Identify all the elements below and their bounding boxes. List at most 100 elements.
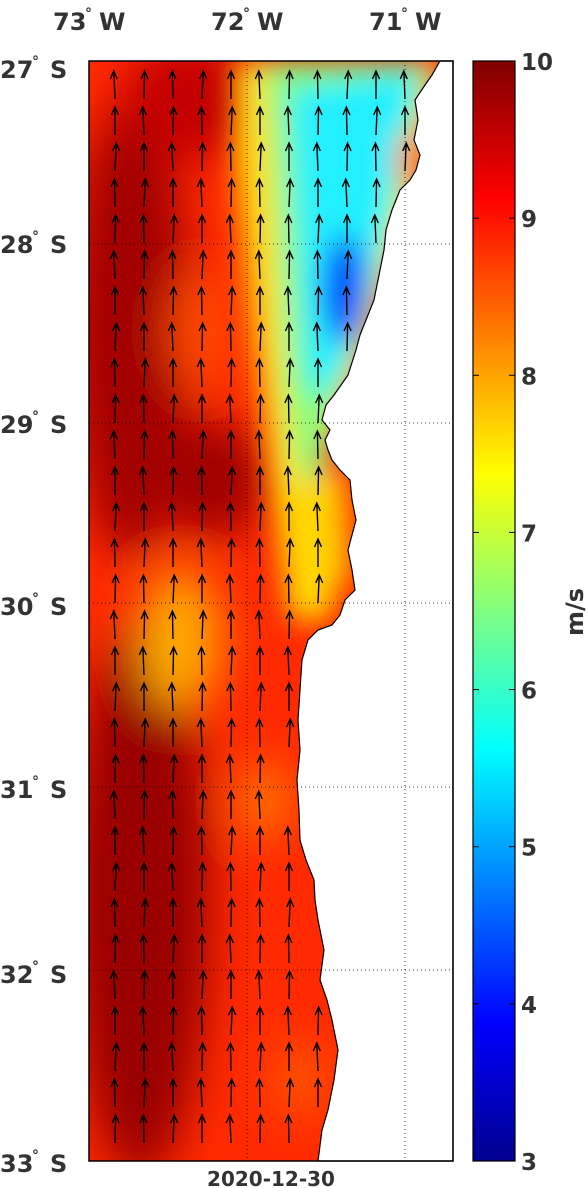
svg-text:72: 72 <box>211 8 244 36</box>
wind-arrow <box>110 285 120 315</box>
svg-text:27: 27 <box>0 56 33 84</box>
wind-arrow <box>314 1005 323 1036</box>
wind-arrow <box>170 1113 179 1144</box>
wind-arrow <box>141 717 150 748</box>
wind-arrow <box>112 681 121 712</box>
wind-arrow <box>227 1077 236 1108</box>
wind-arrow <box>168 969 177 1000</box>
svg-text:73: 73 <box>53 8 86 36</box>
colorbar-tick-label: 4 <box>521 993 537 1019</box>
lat-label-31s: 31 ° S <box>0 774 67 804</box>
wind-arrow <box>139 753 148 784</box>
wind-arrow <box>140 969 149 1000</box>
colorbar-tick-label: 7 <box>521 521 537 547</box>
svg-text:°: ° <box>32 1148 39 1164</box>
wind-arrow <box>167 861 176 892</box>
wind-arrow <box>139 501 149 531</box>
wind-arrow <box>342 285 351 316</box>
wind-arrow <box>197 1005 206 1036</box>
wind-arrow <box>283 645 292 676</box>
wind-arrow <box>140 609 149 640</box>
wind-arrow <box>226 321 235 352</box>
graticule <box>89 61 453 1161</box>
wind-arrow <box>256 213 265 244</box>
wind-arrow <box>197 933 207 963</box>
wind-arrow <box>112 321 121 352</box>
svg-text:°: ° <box>32 409 39 425</box>
wind-arrow <box>167 141 176 172</box>
wind-arrow <box>109 69 118 100</box>
svg-text:S: S <box>50 961 67 989</box>
wind-arrow <box>286 177 295 208</box>
wind-arrow <box>285 249 294 280</box>
wind-arrow <box>112 1041 121 1072</box>
wind-arrow <box>199 69 208 100</box>
wind-arrow <box>315 213 324 244</box>
wind-arrow <box>110 825 120 855</box>
wind-arrow <box>109 609 118 640</box>
wind-arrow <box>110 105 120 135</box>
wind-arrow <box>228 285 237 316</box>
wind-arrow <box>139 933 148 964</box>
wind-arrow <box>141 177 150 208</box>
lon-label-72w: 72 ° W <box>211 6 283 36</box>
date-label: 2020-12-30 <box>207 1167 335 1188</box>
wind-arrow <box>284 933 293 964</box>
svg-text:31: 31 <box>0 776 33 804</box>
wind-arrow <box>283 105 292 136</box>
wind-arrow <box>168 1077 178 1107</box>
wind-arrow <box>196 897 205 928</box>
wind-arrow <box>197 465 206 496</box>
wind-arrow <box>112 141 121 172</box>
wind-arrow <box>257 321 266 352</box>
wind-arrow <box>227 897 236 928</box>
wind-arrow <box>255 897 264 928</box>
wind-arrow <box>197 105 206 136</box>
wind-arrow <box>199 969 208 1000</box>
wind-arrow <box>399 69 408 100</box>
wind-arrow <box>226 69 236 99</box>
wind-arrow <box>197 645 206 676</box>
wind-arrow <box>139 141 149 171</box>
wind-arrow <box>138 285 147 316</box>
wind-arrow <box>254 969 263 1000</box>
wind-arrow <box>225 753 234 784</box>
wind-vector-field <box>109 69 411 1144</box>
wind-arrow <box>286 717 295 748</box>
svg-text:S: S <box>50 1150 67 1178</box>
wind-arrow <box>313 69 322 100</box>
wind-arrow <box>227 357 236 388</box>
svg-text:29: 29 <box>0 411 33 439</box>
wind-arrow <box>197 753 207 783</box>
lat-label-30s: 30 ° S <box>0 591 67 621</box>
lat-label-32s: 32 ° S <box>0 959 67 989</box>
wind-arrow <box>257 501 266 532</box>
wind-arrow <box>314 465 323 496</box>
wind-arrow <box>170 573 179 604</box>
wind-arrow <box>138 465 147 496</box>
wind-arrow <box>254 69 263 100</box>
svg-text:32: 32 <box>0 961 33 989</box>
wind-arrow <box>110 465 120 495</box>
wind-arrow <box>285 429 294 460</box>
wind-arrow <box>228 825 237 856</box>
wind-arrow <box>140 69 149 100</box>
wind-arrow <box>169 825 178 856</box>
wind-arrow <box>255 465 265 495</box>
svg-text:S: S <box>50 593 67 621</box>
wind-arrow <box>286 537 295 568</box>
wind-arrow <box>141 357 150 388</box>
land-mask <box>296 60 454 1162</box>
wind-arrow <box>228 645 237 676</box>
wind-arrow <box>285 69 294 100</box>
wind-arrow <box>110 717 119 748</box>
svg-text:°: ° <box>32 774 39 790</box>
svg-text:°: ° <box>32 959 39 975</box>
wind-arrow <box>141 1077 150 1108</box>
wind-arrow <box>198 1041 207 1072</box>
wind-arrow <box>110 897 119 928</box>
colorbar-tick-label: 9 <box>521 207 537 233</box>
wind-arrow <box>110 1077 119 1108</box>
wind-arrow <box>196 177 205 208</box>
